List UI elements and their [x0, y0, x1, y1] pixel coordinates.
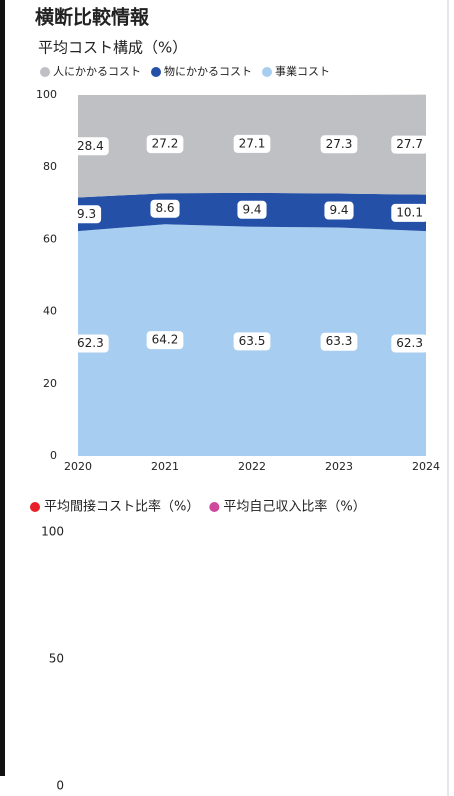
value-label-box [233, 134, 271, 153]
x-tick-label: 2021 [151, 460, 179, 473]
legend-marker [40, 67, 50, 77]
value-label: 8.6 [150, 199, 180, 218]
value-label-box [391, 203, 428, 222]
page-title: 横断比較情報 [35, 6, 150, 29]
value-label-text: 9.3 [77, 207, 96, 221]
value-label: 27.7 [391, 135, 428, 154]
value-label: 9.3 [72, 205, 102, 224]
value-label-box [391, 135, 428, 154]
left-bar [0, 0, 5, 776]
x-tick-label: 2020 [64, 460, 92, 473]
value-label: 9.4 [324, 201, 354, 220]
value-label-text: 9.4 [329, 203, 348, 217]
y-tick-label: 100 [36, 88, 57, 101]
chart-title: 平均コスト構成（%） [38, 39, 187, 57]
legend-label: 人にかかるコスト [53, 65, 141, 78]
value-label-text: 63.3 [326, 334, 353, 348]
value-label: 10.1 [391, 203, 428, 222]
value-label-box [324, 201, 354, 220]
y-tick-label: 100 [41, 525, 64, 539]
value-label-text: 27.2 [152, 137, 179, 151]
value-label-text: 27.3 [326, 137, 353, 151]
y-tick-label: 40 [43, 305, 57, 318]
legend-label: 平均間接コスト比率（%） [44, 499, 199, 515]
value-label-text: 27.1 [239, 136, 266, 150]
value-label: 27.1 [233, 134, 271, 153]
value-label-text: 28.4 [77, 139, 104, 153]
value-label-text: 62.3 [77, 336, 104, 350]
value-label-text: 27.7 [396, 137, 423, 151]
x-tick-label: 2023 [325, 460, 353, 473]
y-tick-label: 80 [43, 160, 57, 173]
x-tick-label: 2024 [412, 460, 440, 473]
value-label: 62.3 [391, 334, 428, 353]
value-label-text: 63.5 [239, 334, 266, 348]
value-label-box [146, 135, 184, 154]
legend-label: 事業コスト [275, 65, 330, 78]
value-label-text: 62.3 [396, 336, 423, 350]
legend-label: 物にかかるコスト [164, 64, 252, 78]
value-label-box [150, 199, 180, 218]
value-label: 28.4 [72, 137, 109, 156]
y-tick-label: 0 [50, 449, 57, 462]
value-label-box [391, 334, 428, 353]
value-label: 63.5 [233, 332, 271, 351]
value-label-box [320, 135, 358, 154]
value-label-box [320, 332, 358, 351]
value-label-text: 8.6 [155, 201, 174, 215]
legend-marker [262, 67, 272, 77]
value-label-box [146, 331, 184, 350]
value-label: 62.3 [72, 334, 109, 353]
legend-label: 平均自己収入比率（%） [223, 499, 365, 515]
legend-marker [151, 67, 161, 77]
y-tick-label: 50 [49, 652, 64, 666]
value-label-text: 10.1 [396, 205, 423, 219]
legend-marker [30, 502, 40, 512]
x-tick-label: 2022 [238, 460, 266, 473]
value-label-box [72, 334, 109, 353]
value-label: 64.2 [146, 331, 184, 350]
value-label: 27.3 [320, 135, 358, 154]
y-tick-label: 0 [56, 779, 64, 793]
value-label-box [72, 205, 102, 224]
value-label: 9.4 [237, 200, 267, 219]
value-label-box [233, 332, 271, 351]
value-label: 27.2 [146, 135, 184, 154]
y-tick-label: 60 [43, 232, 57, 245]
value-label-text: 9.4 [242, 202, 261, 216]
legend-marker [209, 502, 220, 512]
value-label-text: 64.2 [152, 333, 179, 347]
value-label: 63.3 [320, 332, 358, 351]
y-tick-label: 20 [43, 377, 57, 390]
value-label-box [237, 200, 267, 219]
value-label-box [72, 137, 109, 156]
